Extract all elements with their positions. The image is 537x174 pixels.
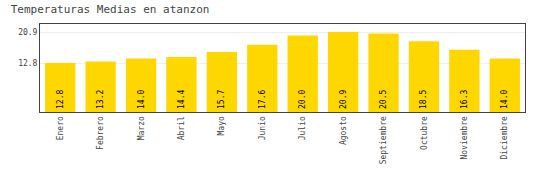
- svg-text:Septiembre: Septiembre: [379, 116, 388, 164]
- svg-text:15.7: 15.7: [217, 90, 226, 109]
- svg-text:Julio: Julio: [298, 116, 307, 140]
- svg-text:14.0: 14.0: [137, 90, 146, 109]
- svg-text:12.8: 12.8: [18, 59, 37, 68]
- svg-text:13.2: 13.2: [96, 90, 105, 109]
- svg-text:14.0: 14.0: [500, 90, 509, 109]
- svg-text:20.9: 20.9: [18, 28, 37, 37]
- svg-text:16.3: 16.3: [460, 90, 469, 109]
- svg-text:Marzo: Marzo: [137, 116, 146, 140]
- svg-text:Octubre: Octubre: [420, 116, 429, 150]
- svg-text:Agosto: Agosto: [339, 116, 348, 145]
- svg-text:Junio: Junio: [258, 116, 267, 140]
- svg-text:20.0: 20.0: [298, 90, 307, 109]
- svg-text:Abril: Abril: [177, 116, 186, 140]
- svg-text:Noviembre: Noviembre: [460, 116, 469, 160]
- svg-text:18.5: 18.5: [419, 90, 428, 109]
- svg-text:Diciembre: Diciembre: [500, 116, 509, 160]
- svg-text:17.6: 17.6: [258, 90, 267, 109]
- svg-text:14.4: 14.4: [177, 90, 186, 109]
- svg-text:20.9: 20.9: [339, 90, 348, 109]
- svg-text:20.5: 20.5: [379, 90, 388, 109]
- svg-text:Mayo: Mayo: [217, 116, 226, 135]
- svg-text:Enero: Enero: [56, 116, 65, 140]
- svg-text:Temperaturas Medias en atanzon: Temperaturas Medias en atanzon: [11, 3, 210, 16]
- svg-text:Febrero: Febrero: [96, 116, 105, 150]
- svg-text:12.8: 12.8: [56, 90, 65, 109]
